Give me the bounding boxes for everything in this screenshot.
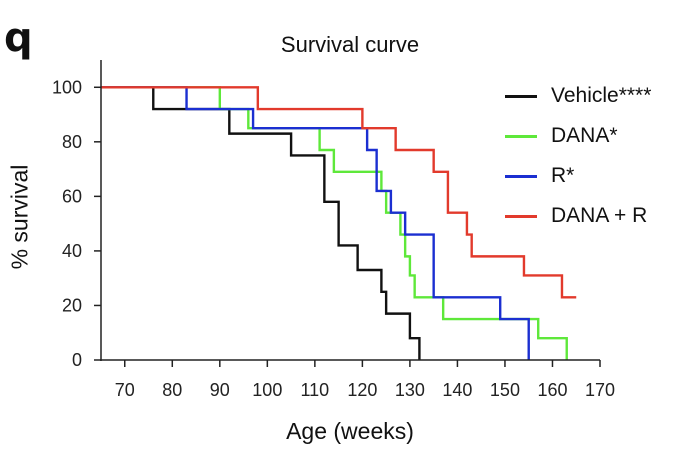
x-tick-label-10: 170 <box>585 380 615 400</box>
x-tick-label-5: 120 <box>347 380 377 400</box>
x-tick-label-9: 160 <box>537 380 567 400</box>
y-axis-label: % survival <box>6 164 33 270</box>
legend-label-r: R* <box>551 164 575 187</box>
panel-label: q <box>4 15 33 61</box>
y-tick-label-5: 100 <box>52 77 82 97</box>
x-tick-label-7: 140 <box>442 380 472 400</box>
legend-item-dana-r: DANA + R <box>505 196 651 236</box>
x-tick-label-2: 90 <box>210 380 230 400</box>
legend-item-vehicle: Vehicle**** <box>505 76 651 116</box>
x-tick-label-8: 150 <box>490 380 520 400</box>
legend-swatch-r <box>505 174 537 178</box>
y-tick-label-3: 60 <box>62 186 82 206</box>
legend: Vehicle**** DANA* R* DANA + R <box>505 76 651 236</box>
y-tick-label-4: 80 <box>62 132 82 152</box>
x-tick-label-0: 70 <box>115 380 135 400</box>
x-axis-label: Age (weeks) <box>286 418 414 444</box>
x-tick-label-6: 130 <box>395 380 425 400</box>
x-tick-label-3: 100 <box>252 380 282 400</box>
legend-label-dana-r: DANA + R <box>551 204 648 227</box>
legend-swatch-dana-r <box>505 214 537 218</box>
legend-item-dana: DANA* <box>505 116 651 156</box>
legend-item-r: R* <box>505 156 651 196</box>
y-tick-label-0: 0 <box>72 350 82 370</box>
series-line-3 <box>101 86 577 299</box>
legend-label-vehicle: Vehicle**** <box>551 84 652 107</box>
chart-title: Survival curve <box>280 32 420 57</box>
legend-label-dana: DANA* <box>551 124 618 147</box>
legend-swatch-dana <box>505 134 537 138</box>
legend-swatch-vehicle <box>505 94 537 98</box>
x-tick-label-4: 110 <box>301 380 330 400</box>
series-line-2 <box>101 86 530 360</box>
series-line-0 <box>101 86 421 360</box>
y-tick-label-2: 40 <box>62 241 82 261</box>
y-tick-label-1: 20 <box>62 295 82 315</box>
x-tick-label-1: 80 <box>162 380 182 400</box>
